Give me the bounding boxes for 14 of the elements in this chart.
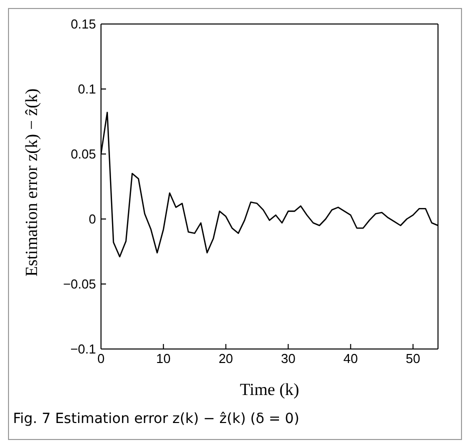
y-tick-label: 0 — [88, 212, 96, 227]
y-tick-label: 0.15 — [70, 16, 96, 32]
y-tick-label: 0.1 — [78, 82, 96, 97]
y-axis-title: Estimation error z(k) − ẑ(k) — [22, 88, 42, 276]
x-tick-label: 30 — [280, 351, 296, 366]
x-tick-label: 50 — [406, 351, 420, 366]
caption: Fig. 7 Estimation error z(k) − ẑ(k) (δ = 0) — [12, 410, 300, 429]
y-tick-label: 0.05 — [70, 146, 96, 162]
y-tick-label: −0.05 — [63, 276, 96, 292]
y-tick-label: −0.1 — [70, 342, 96, 357]
x-tick-label: 10 — [156, 351, 171, 366]
x-tick-label: 40 — [343, 351, 358, 366]
x-axis-title: Time (k) — [240, 380, 300, 399]
x-tick-label: 20 — [218, 351, 234, 366]
